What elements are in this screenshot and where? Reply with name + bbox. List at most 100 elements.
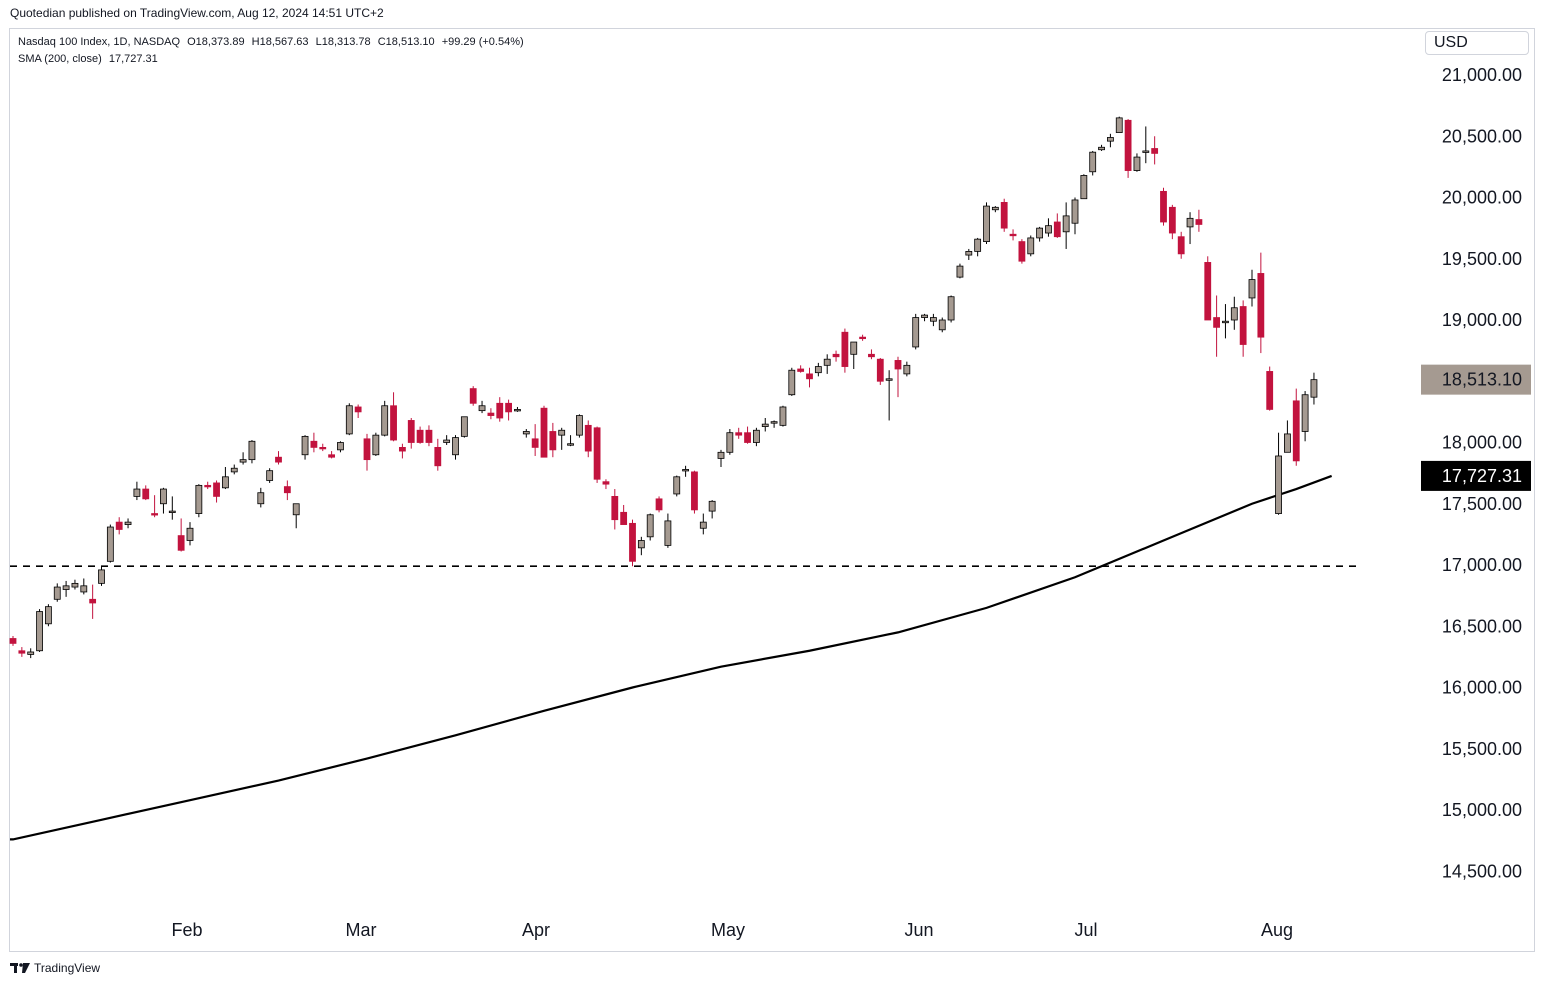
candle-body <box>1000 201 1008 229</box>
candle <box>744 426 751 444</box>
candle <box>699 513 707 535</box>
candle <box>425 425 433 447</box>
candle-body <box>682 469 689 472</box>
candle-body <box>629 522 636 562</box>
candle-body <box>584 424 592 452</box>
candle-body <box>655 498 663 511</box>
candle <box>71 579 79 590</box>
candle-body <box>1284 433 1291 453</box>
candle-body <box>602 481 610 485</box>
candle <box>735 427 743 439</box>
candle-body <box>522 431 530 435</box>
candle-body <box>770 421 778 424</box>
x-tick-label: Feb <box>171 920 202 940</box>
candle <box>36 609 43 652</box>
candle <box>1053 213 1061 238</box>
candle <box>531 424 539 456</box>
candle <box>98 566 105 586</box>
candle-body <box>160 488 167 505</box>
candle-body <box>1018 241 1026 262</box>
candle <box>682 465 689 477</box>
candle-body <box>398 446 406 452</box>
candle-body <box>1292 400 1300 462</box>
candle-body <box>345 405 353 435</box>
candle <box>45 604 52 627</box>
candle-body <box>1009 233 1017 237</box>
x-tick-label: May <box>711 920 745 940</box>
candle <box>1151 136 1159 165</box>
candle <box>142 485 150 501</box>
candle-body <box>699 521 707 529</box>
candle <box>1239 300 1247 357</box>
candle <box>1301 391 1309 442</box>
candle <box>195 484 203 518</box>
candle <box>1195 209 1203 232</box>
candle <box>788 367 796 396</box>
candle-body <box>124 521 132 525</box>
candle <box>859 334 866 341</box>
candle <box>806 367 813 388</box>
candle-body <box>823 358 831 366</box>
candle-body <box>27 651 35 655</box>
candle <box>505 399 513 421</box>
x-tick-label: Aug <box>1261 920 1293 940</box>
chart-frame[interactable] <box>9 28 1535 952</box>
candle <box>708 500 716 519</box>
candle <box>823 354 831 374</box>
candle <box>1071 197 1079 235</box>
candle-body <box>956 265 964 278</box>
candle <box>567 435 574 447</box>
candle-body <box>1062 215 1070 233</box>
candle-body <box>540 407 548 458</box>
candle-body <box>646 514 654 538</box>
candle <box>814 362 822 377</box>
candle-body <box>363 438 371 461</box>
legend-sma-row: SMA (200, close) 17,727.31 <box>18 51 528 68</box>
candle <box>53 583 61 602</box>
candle-body <box>1213 317 1220 328</box>
candle-body <box>221 476 229 489</box>
candle <box>133 481 141 501</box>
candle-body <box>1124 119 1132 171</box>
y-tick-label: 16,000.00 <box>1442 678 1522 698</box>
candle <box>310 432 318 453</box>
candle-body <box>319 446 327 450</box>
candle <box>629 519 636 567</box>
x-axis: Feb Mar Apr May Jun Jul Aug <box>171 920 1293 940</box>
candle <box>1310 372 1318 405</box>
candle-body <box>1195 219 1203 225</box>
candle-body <box>151 513 159 516</box>
candle-body <box>168 510 176 514</box>
candle <box>938 317 946 333</box>
candle-body <box>549 431 557 451</box>
candle <box>407 418 415 449</box>
candle-body <box>983 205 990 242</box>
candle <box>602 479 610 490</box>
candle-body <box>452 437 459 456</box>
candle-body <box>806 373 813 380</box>
candle-body <box>266 470 274 481</box>
y-tick-label: 15,000.00 <box>1442 800 1522 820</box>
candle <box>1062 202 1070 249</box>
candle <box>1018 239 1026 264</box>
candle-body <box>248 440 256 461</box>
candle <box>1186 212 1194 245</box>
legend-open: O18,373.89 <box>187 36 245 48</box>
candle <box>753 427 760 447</box>
currency-selector[interactable]: USD <box>1425 31 1529 55</box>
legend-sma-label: SMA (200, close) <box>18 53 102 65</box>
candle-body <box>310 440 318 448</box>
candle <box>283 480 291 501</box>
candle <box>540 405 548 458</box>
legend-high: H18,567.63 <box>251 36 309 48</box>
publisher-line: Quotedian published on TradingView.com, … <box>10 6 384 20</box>
candle-body <box>1098 146 1105 151</box>
candle-body <box>744 432 751 443</box>
candle-body <box>372 434 380 456</box>
y-tick-label: 17,000.00 <box>1442 555 1522 575</box>
candle <box>1257 252 1265 354</box>
candle <box>1124 119 1132 178</box>
last-price-label-bg <box>1421 364 1531 395</box>
candle <box>646 513 654 541</box>
